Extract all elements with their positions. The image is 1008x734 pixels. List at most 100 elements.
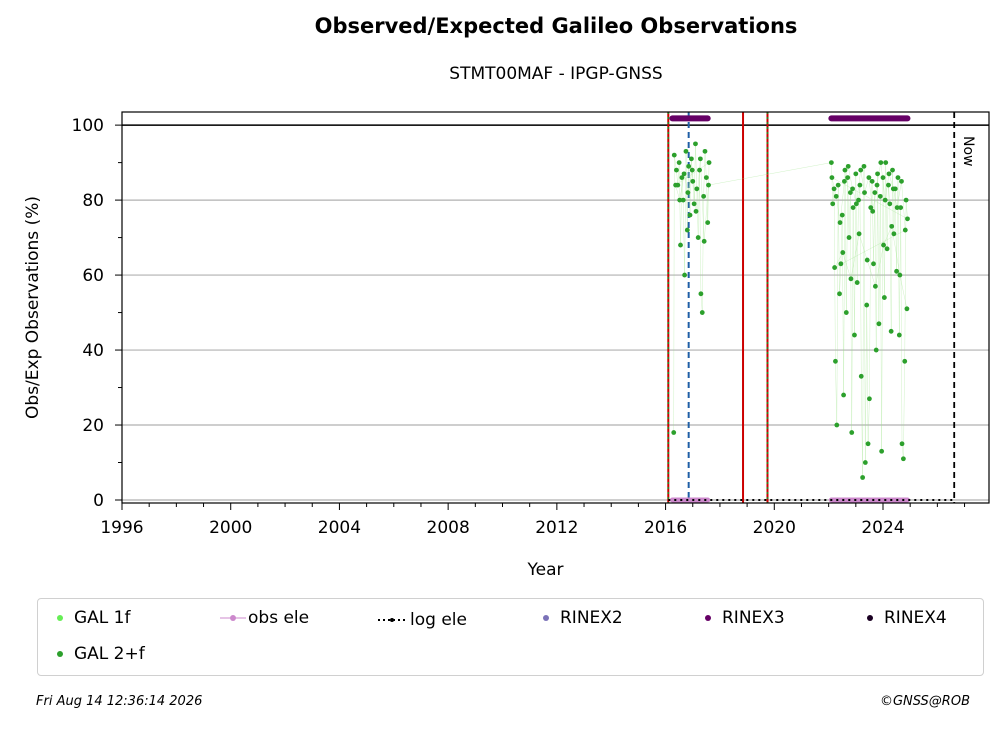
legend: GAL 1f obs ele log ele RINEX2 RINEX3 RIN… xyxy=(37,598,984,676)
data-point-gal-2f xyxy=(706,182,711,188)
data-point-gal-2f xyxy=(689,167,695,173)
data-point-gal-2f xyxy=(868,205,874,210)
data-point-gal-2f xyxy=(878,160,884,166)
data-point-gal-2f xyxy=(899,178,904,184)
data-point-gal-2f xyxy=(871,261,876,267)
data-point-gal-2f xyxy=(856,197,861,203)
x-tick-label: 2016 xyxy=(644,518,687,538)
x-tick-label: 2012 xyxy=(535,518,578,538)
data-point-gal-2f xyxy=(680,197,686,203)
legend-label: log ele xyxy=(410,610,467,630)
legend-label: RINEX4 xyxy=(884,608,947,628)
x-axis-label: Year xyxy=(527,560,564,580)
data-point-gal-2f xyxy=(835,182,841,188)
data-point-gal-2f xyxy=(671,430,677,435)
data-point-gal-2f xyxy=(703,175,709,181)
y-tick-label: 80 xyxy=(82,191,104,211)
data-point-gal-2f xyxy=(690,178,696,184)
data-point-gal-2f xyxy=(862,190,867,195)
timestamp: Fri Aug 14 12:36:14 2026 xyxy=(36,694,203,709)
data-point-gal-2f xyxy=(905,216,910,222)
data-point-gal-2f xyxy=(850,186,855,192)
data-point-gal-2f xyxy=(837,220,843,225)
data-point-gal-2f xyxy=(674,167,679,173)
data-point-gal-2f xyxy=(853,201,859,207)
data-point-gal-2f xyxy=(902,358,908,364)
data-point-gal-2f xyxy=(687,212,693,218)
data-point-gal-2f xyxy=(834,422,840,428)
data-point-gal-2f xyxy=(894,205,900,210)
data-point-gal-2f xyxy=(877,193,883,199)
data-point-gal-2f xyxy=(832,265,838,270)
data-point-gal-2f xyxy=(845,175,851,181)
data-point-gal-2f xyxy=(858,373,864,379)
legend-label: GAL 1f xyxy=(74,608,131,628)
x-tick-label: 2024 xyxy=(861,518,904,538)
data-point-gal-2f xyxy=(685,190,691,195)
data-point-gal-2f xyxy=(881,295,887,300)
legend-label: GAL 2+f xyxy=(74,644,145,664)
legend-marker-rinex3 xyxy=(705,615,711,621)
data-point-gal-2f xyxy=(831,186,837,192)
x-tick-label: 2020 xyxy=(753,518,796,538)
data-point-gal-2f xyxy=(829,175,835,181)
data-point-gal-2f xyxy=(695,235,701,240)
data-point-gal-2f xyxy=(865,441,871,447)
data-point-gal-2f xyxy=(896,332,902,338)
data-point-gal-2f xyxy=(864,257,870,263)
data-point-gal-2f xyxy=(867,396,872,402)
data-point-gal-2f xyxy=(842,178,847,184)
data-point-gal-2f xyxy=(869,178,875,184)
y-tick-label: 60 xyxy=(82,266,104,286)
data-point-gal-2f xyxy=(846,235,852,240)
data-point-gal-2f xyxy=(858,167,864,173)
data-point-gal-2f xyxy=(697,156,703,162)
data-point-gal-2f xyxy=(694,186,700,192)
data-point-gal-2f xyxy=(854,280,860,285)
data-point-gal-2f xyxy=(866,175,872,181)
chart-plot: Now 1996 2000 2004 2008 2012 2016 2020 2024 0 20 40… xyxy=(23,111,990,580)
data-point-gal-2f xyxy=(845,163,851,169)
legend-marker-gal-1f xyxy=(57,615,63,621)
data-point-gal-2f xyxy=(873,347,879,353)
data-point-gal-2f xyxy=(698,291,704,297)
data-point-gal-2f xyxy=(705,220,711,225)
data-point-gal-2f xyxy=(679,175,685,181)
data-point-gal-2f xyxy=(864,302,870,308)
data-point-gal-2f xyxy=(891,231,897,237)
data-point-gal-2f xyxy=(904,306,910,312)
data-point-gal-2f xyxy=(842,167,848,173)
data-point-gal-2f xyxy=(671,152,677,158)
data-point-gal-2f xyxy=(850,205,856,210)
data-point-gal-2f xyxy=(701,193,707,199)
data-point-gal-2f xyxy=(898,205,904,210)
data-point-gal-2f xyxy=(874,182,880,188)
legend-marker-obs-ele xyxy=(220,615,246,621)
data-point-gal-2f xyxy=(833,193,839,199)
y-axis-label: Obs/Exp Observations (%) xyxy=(23,196,43,419)
data-point-gal-2f xyxy=(843,310,849,315)
data-point-gal-2f xyxy=(897,272,903,278)
series-line-gal-2f xyxy=(673,143,908,478)
data-point-gal-2f xyxy=(888,328,894,334)
credit: ©GNSS@ROB xyxy=(879,694,970,709)
y-tick-label: 100 xyxy=(72,116,104,136)
data-point-gal-2f xyxy=(702,148,708,154)
data-point-gal-2f xyxy=(902,227,908,233)
y-tick-label: 20 xyxy=(82,416,104,436)
data-point-gal-2f xyxy=(889,223,895,229)
data-point-gal-2f xyxy=(693,141,698,147)
legend-marker-log-ele xyxy=(378,618,406,622)
data-point-gal-2f xyxy=(676,160,682,166)
data-point-gal-2f xyxy=(886,171,892,177)
legend-marker-rinex2 xyxy=(543,615,549,621)
data-point-gal-2f xyxy=(688,156,694,162)
data-point-gal-2f xyxy=(880,175,886,181)
data-point-gal-2f xyxy=(848,276,854,282)
data-point-gal-2f xyxy=(895,175,901,181)
data-point-gal-2f xyxy=(884,246,890,252)
data-point-gal-2f xyxy=(838,261,844,267)
data-point-gal-2f xyxy=(683,148,689,154)
data-point-gal-2f xyxy=(872,190,878,195)
data-point-gal-2f xyxy=(881,242,886,248)
